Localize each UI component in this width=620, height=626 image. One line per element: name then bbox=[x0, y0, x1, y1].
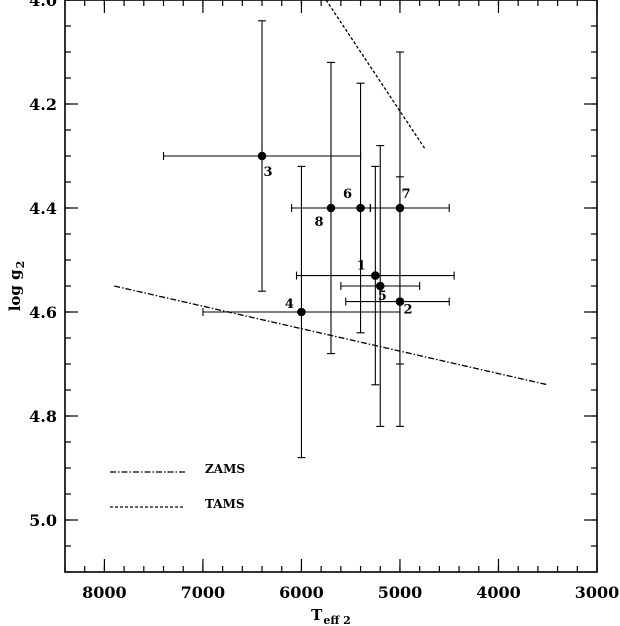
point-label-8: 8 bbox=[314, 215, 323, 230]
y-tick-label: 4.8 bbox=[29, 407, 57, 426]
point-label-4: 4 bbox=[285, 297, 294, 312]
data-points bbox=[257, 151, 405, 317]
x-tick-label: 6000 bbox=[279, 583, 324, 602]
x-axis-label: T bbox=[311, 606, 323, 624]
y-axis-title: log g2 bbox=[6, 261, 27, 312]
x-tick-label: 7000 bbox=[181, 583, 226, 602]
data-point-5 bbox=[375, 281, 385, 291]
y-tick-label: 4.2 bbox=[29, 95, 57, 114]
tick-labels: 8000 7000 6000 5000 4000 3000 4.0 4.2 4.4 4.6 4.8 5… bbox=[29, 0, 619, 602]
data-point-6 bbox=[356, 203, 365, 213]
point-label-6: 6 bbox=[343, 187, 352, 202]
point-label-5: 5 bbox=[378, 289, 387, 304]
data-point-4 bbox=[297, 307, 306, 317]
legend: ZAMS TAMS bbox=[110, 462, 245, 511]
point-label-3: 3 bbox=[264, 165, 273, 180]
x-tick-label: 8000 bbox=[82, 583, 127, 602]
y-axis-label: log g bbox=[6, 269, 24, 311]
series-line-tams bbox=[325, 0, 426, 149]
x-tick-label: 5000 bbox=[378, 583, 423, 602]
x-axis-title: Teff 2 bbox=[311, 606, 351, 626]
point-label-2: 2 bbox=[403, 303, 412, 318]
y-tick-label: 4.4 bbox=[29, 199, 57, 218]
point-label-1: 1 bbox=[357, 259, 366, 274]
point-label-7: 7 bbox=[401, 187, 410, 202]
y-axis-subscript: 2 bbox=[14, 261, 27, 269]
plot-frame bbox=[64, 0, 598, 573]
data-point-2 bbox=[395, 297, 405, 306]
y-tick-label: 5.0 bbox=[29, 511, 57, 530]
error-bars bbox=[162, 20, 455, 459]
legend-label-zams: ZAMS bbox=[205, 462, 245, 476]
x-tick-label: 3000 bbox=[575, 583, 620, 602]
data-point-7 bbox=[395, 203, 405, 213]
data-point-3 bbox=[257, 151, 267, 161]
y-tick-label: 4.6 bbox=[29, 303, 57, 322]
x-tick-label: 4000 bbox=[476, 583, 521, 602]
legend-label-tams: TAMS bbox=[205, 497, 245, 511]
point-labels: 1 2 3 4 5 6 7 8 bbox=[264, 165, 413, 318]
x-axis-subscript: eff 2 bbox=[323, 614, 351, 626]
data-point-1 bbox=[371, 271, 380, 280]
data-point-8 bbox=[326, 203, 336, 213]
y-tick-label: 4.0 bbox=[29, 0, 57, 10]
